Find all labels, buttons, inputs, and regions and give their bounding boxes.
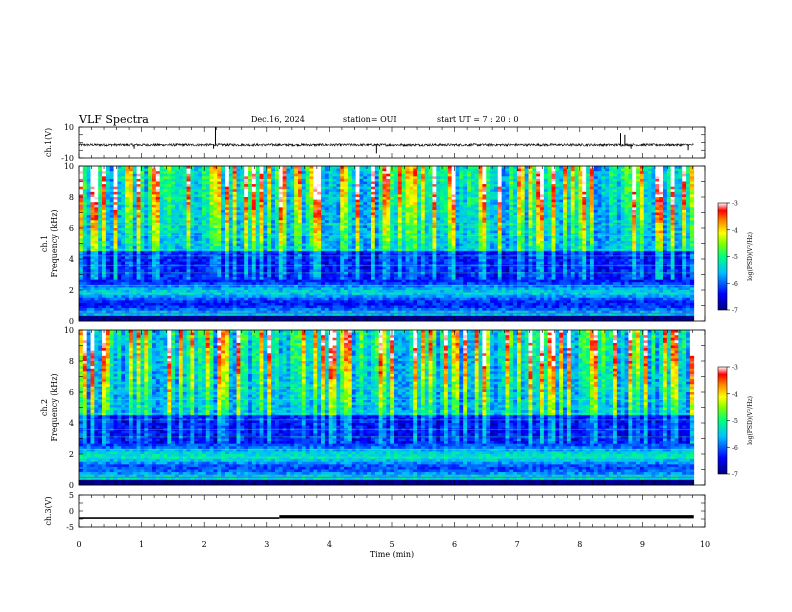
x-tick-label: 4 <box>327 540 332 549</box>
ch3-ytick-label: 0 <box>69 507 74 516</box>
ch3-ytick-label: 5 <box>69 491 74 500</box>
ch1-spectrogram-colorbar-label: log(PSD)(V²/Hz) <box>747 232 754 281</box>
x-tick-label: 7 <box>515 540 520 549</box>
ch2-spectrogram-ylabel-quantity: Frequency (kHz) <box>50 373 59 441</box>
ch2-spectrogram-ylabel-channel: ch.2 <box>40 399 49 416</box>
x-tick-label: 2 <box>202 540 207 549</box>
ch2-spectrogram-colorbar-tick-label: -4 <box>732 391 738 398</box>
ch2-spectrogram-colorbar-label: log(PSD)(V²/Hz) <box>747 396 754 445</box>
x-tick-label: 0 <box>76 540 81 549</box>
ch1-spectrogram-colorbar <box>717 202 728 311</box>
ch2-spectrogram-ytick-label: 4 <box>69 419 74 428</box>
x-tick-label: 10 <box>700 540 710 549</box>
date-label: Dec.16, 2024 <box>251 115 305 124</box>
ch2-spectrogram-ytick-label: 8 <box>69 357 74 366</box>
ch1-spectrogram-colorbar-tick-label: -4 <box>732 227 738 234</box>
x-tick-label: 8 <box>577 540 582 549</box>
ch3-ytick-label: -5 <box>66 523 74 532</box>
ch1-spectrogram-ytick-label: 2 <box>69 286 74 295</box>
ch1-spectrogram-ytick-label: 6 <box>69 224 74 233</box>
x-axis-label: Time (min) <box>370 550 414 559</box>
x-tick-label: 9 <box>640 540 645 549</box>
x-tick-label: 5 <box>389 540 394 549</box>
ch2-spectrogram-ytick-label: 10 <box>64 326 74 335</box>
ch1-spectrogram-colorbar-tick-label: -7 <box>732 308 738 315</box>
ch1-spectrogram-cells <box>79 166 695 322</box>
ch2-spectrogram-cells <box>79 330 695 486</box>
chart-title: VLF Spectra <box>79 113 149 126</box>
x-tick-label: 1 <box>139 540 144 549</box>
x-tick-label: 6 <box>452 540 457 549</box>
ch1-spectrogram-colorbar-tick-label: -3 <box>732 201 738 208</box>
ch1-ytick-label: -10 <box>61 154 74 163</box>
ch1-spectrogram-ytick-label: 10 <box>64 162 74 171</box>
ch1-ylabel: ch.1(V) <box>44 128 53 157</box>
ch1-waveform-trace <box>78 142 694 148</box>
start-time-label: start UT = 7 : 20 : 0 <box>437 115 519 124</box>
ch2-spectrogram-ytick-label: 6 <box>69 388 74 397</box>
ch1-ytick-label: 10 <box>64 123 74 132</box>
ch1-spectrogram-ytick-label: 8 <box>69 193 74 202</box>
ch2-spectrogram-colorbar-tick-label: -3 <box>732 365 738 372</box>
ch2-spectrogram-colorbar-tick-label: -5 <box>732 418 738 425</box>
ch1-spectrogram-ylabel-quantity: Frequency (kHz) <box>50 209 59 277</box>
ch1-spectrogram-ytick-label: 4 <box>69 255 74 264</box>
ch2-spectrogram-colorbar-tick-label: -6 <box>732 445 738 452</box>
ch1-spectrogram-ytick-label: 0 <box>69 317 74 326</box>
x-tick-label: 3 <box>264 540 269 549</box>
ch2-spectrogram-colorbar-tick-label: -7 <box>732 472 738 479</box>
ch2-spectrogram-ytick-label: 2 <box>69 450 74 459</box>
ch2-spectrogram-ytick-label: 0 <box>69 481 74 490</box>
ch1-spectrogram-colorbar-tick-label: -5 <box>732 254 738 261</box>
station-label: station= OUI <box>343 115 397 124</box>
ch3-ylabel: ch.3(V) <box>44 496 53 525</box>
ch2-spectrogram-colorbar <box>717 366 728 475</box>
ch1-spectrogram-ylabel-channel: ch.1 <box>40 235 49 252</box>
ch1-spectrogram-colorbar-tick-label: -6 <box>732 281 738 288</box>
